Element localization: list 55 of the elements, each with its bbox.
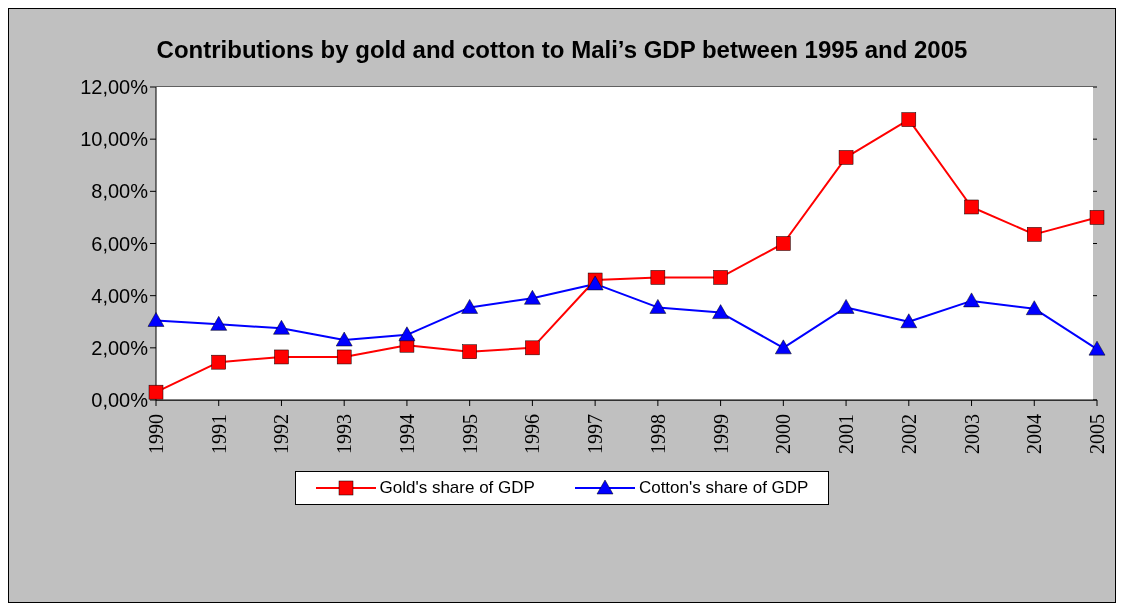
- point: [462, 344, 477, 359]
- point: [148, 384, 164, 400]
- x-tick-label: 2003: [960, 414, 983, 454]
- point: [147, 312, 165, 327]
- point: [838, 150, 854, 165]
- y-tick-label: 6,00%: [91, 232, 149, 255]
- point: [650, 270, 666, 285]
- y-tick-label: 0,00%: [91, 389, 149, 412]
- point: [900, 313, 918, 328]
- point: [901, 112, 917, 127]
- point: [398, 326, 416, 342]
- point: [712, 304, 729, 319]
- point: [776, 236, 791, 251]
- point: [273, 320, 290, 335]
- point: [336, 349, 352, 365]
- point: [649, 299, 667, 314]
- point: [274, 349, 289, 365]
- x-tick-label: 1996: [521, 414, 544, 454]
- y-tick-label: 10,00%: [80, 128, 149, 151]
- x-tick-label: 2000: [772, 414, 795, 454]
- x-tick-label: 1995: [458, 414, 481, 454]
- point: [1089, 210, 1105, 225]
- x-tick-label: 1990: [145, 414, 167, 454]
- point: [461, 299, 478, 314]
- x-tick-label: 2005: [1086, 414, 1108, 454]
- point: [210, 316, 227, 331]
- point: [335, 331, 353, 347]
- point: [837, 299, 855, 314]
- y-tick-label: 4,00%: [91, 284, 149, 307]
- point: [1027, 227, 1042, 242]
- point: [713, 270, 728, 285]
- x-tick-label: 1991: [207, 414, 230, 454]
- point: [964, 199, 979, 215]
- x-tick-label: 2002: [897, 414, 920, 454]
- legend-label: Cotton's share of GDP: [638, 478, 809, 498]
- chart-title: Contributions by gold and cotton to Mali’s GDP between 1995 and 2005: [155, 35, 969, 65]
- point: [1088, 340, 1106, 356]
- x-tick-label: 1999: [709, 414, 732, 454]
- x-tick-label: 2004: [1023, 414, 1046, 454]
- point: [1026, 300, 1043, 315]
- y-tick-label: 8,00%: [91, 180, 149, 203]
- point: [963, 292, 980, 308]
- x-tick-label: 1994: [395, 414, 418, 454]
- point: [775, 339, 792, 355]
- legend-label: Gold's share of GDP: [379, 478, 535, 498]
- y-tick-label: 12,00%: [80, 76, 149, 99]
- x-tick-label: 1992: [270, 414, 293, 454]
- y-tick-label: 2,00%: [91, 336, 149, 359]
- x-tick-label: 2001: [835, 414, 858, 454]
- point: [524, 290, 541, 305]
- x-tick-label: 1998: [646, 414, 669, 454]
- x-tick-label: 1993: [333, 414, 356, 454]
- x-tick-label: 1997: [584, 414, 607, 454]
- point: [211, 354, 226, 370]
- point: [525, 340, 540, 356]
